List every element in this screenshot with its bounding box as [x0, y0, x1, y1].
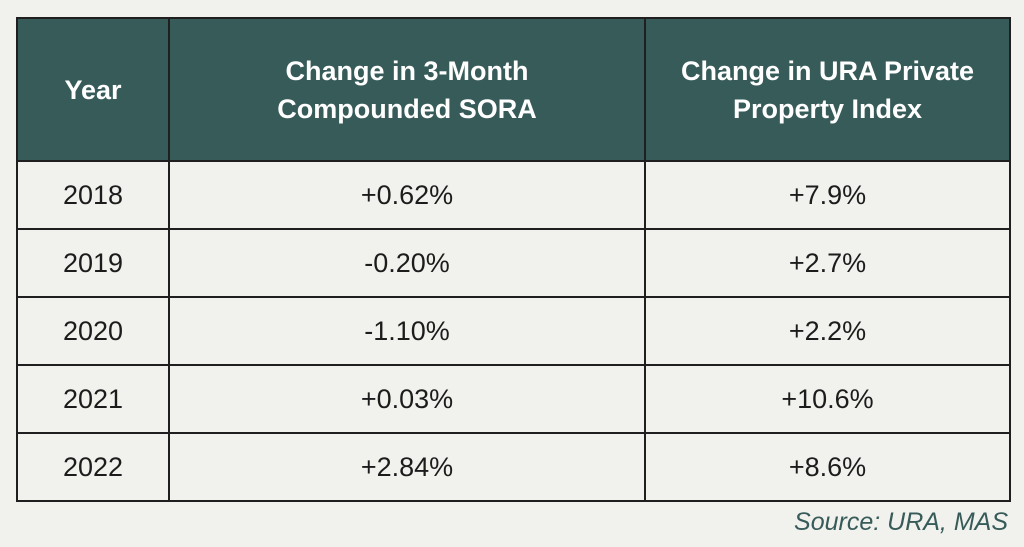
- sora-change-cell: -0.20%: [168, 228, 646, 298]
- year-cell: 2018: [16, 160, 170, 230]
- table-row: 2022 +2.84% +8.6%: [16, 432, 1011, 502]
- header-sora-line-1: Change in 3-Month: [285, 55, 529, 86]
- header-sora-line-2: Compounded SORA: [277, 93, 537, 124]
- ppi-change-cell: +7.9%: [644, 160, 1011, 230]
- header-ppi-change: Change in URA Private Property Index: [644, 17, 1011, 162]
- year-cell: 2020: [16, 296, 170, 366]
- ppi-change-cell: +2.7%: [644, 228, 1011, 298]
- ppi-change-cell: +8.6%: [644, 432, 1011, 502]
- source-note: Source: URA, MAS: [794, 508, 1008, 536]
- year-cell: 2019: [16, 228, 170, 298]
- sora-change-cell: +0.03%: [168, 364, 646, 434]
- header-row: Year Change in 3-Month Compounded SORA C…: [16, 17, 1011, 162]
- table-row: 2018 +0.62% +7.9%: [16, 160, 1011, 230]
- data-table: Year Change in 3-Month Compounded SORA C…: [16, 17, 1011, 502]
- year-cell: 2022: [16, 432, 170, 502]
- sora-change-cell: +2.84%: [168, 432, 646, 502]
- table-row: 2021 +0.03% +10.6%: [16, 364, 1011, 434]
- header-year-label: Year: [64, 74, 122, 105]
- table-row: 2019 -0.20% +2.7%: [16, 228, 1011, 298]
- table-row: 2020 -1.10% +2.2%: [16, 296, 1011, 366]
- header-sora-change: Change in 3-Month Compounded SORA: [168, 17, 646, 162]
- ppi-change-cell: +10.6%: [644, 364, 1011, 434]
- ppi-change-cell: +2.2%: [644, 296, 1011, 366]
- header-ppi-line-1: Change in URA Private: [680, 55, 975, 86]
- header-ppi-line-2: Property Index: [732, 93, 923, 124]
- sora-change-cell: -1.10%: [168, 296, 646, 366]
- year-cell: 2021: [16, 364, 170, 434]
- sora-change-cell: +0.62%: [168, 160, 646, 230]
- header-year: Year: [16, 17, 170, 162]
